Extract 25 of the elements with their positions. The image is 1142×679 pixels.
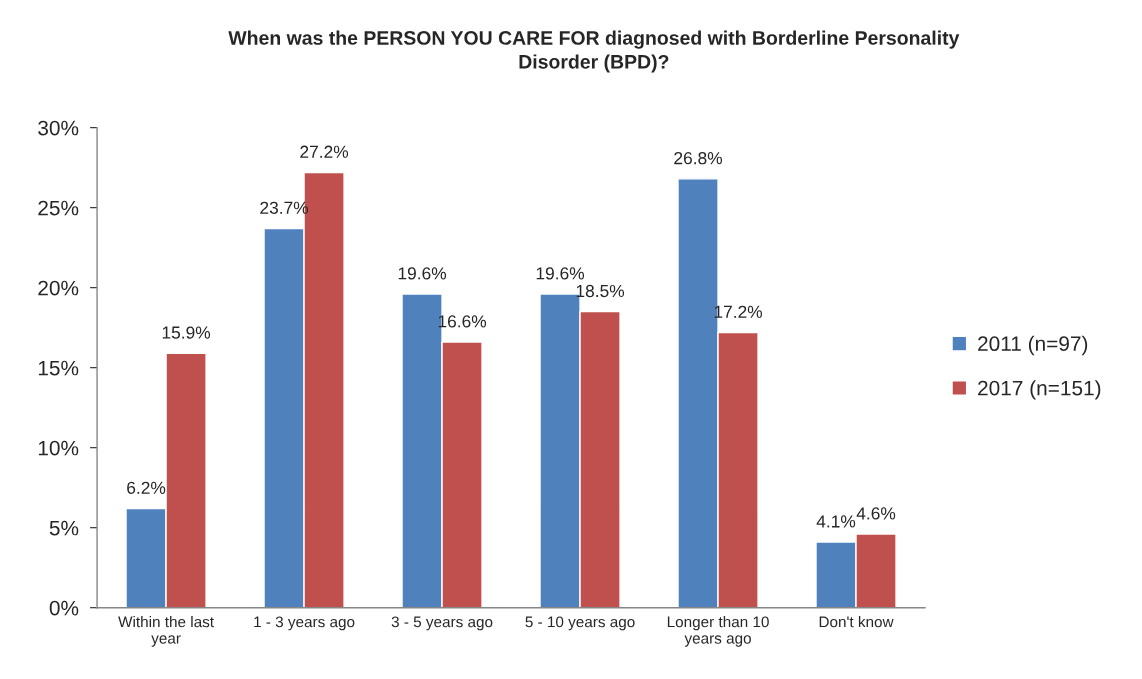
x-tick-label: Longer than 10 years ago (667, 616, 769, 647)
data-label: 19.6% (398, 267, 447, 280)
data-label: 4.6% (856, 507, 896, 520)
y-tick-label: 10% (38, 440, 79, 456)
y-tick-label: 30% (38, 120, 79, 136)
x-tick-label: Don't know (819, 616, 894, 628)
chart-title: When was the PERSON YOU CARE FOR diagnosed with Borderline Personality Disorder (BPD)? (228, 30, 960, 73)
data-label: 19.6% (536, 267, 585, 280)
data-label: 4.1% (816, 515, 856, 528)
y-tick-label: 15% (38, 360, 79, 376)
x-tick-label: Within the last year (118, 616, 214, 647)
y-tick-label: 5% (49, 520, 79, 536)
data-label: 18.5% (576, 284, 625, 298)
x-tick-label: 3 - 5 years ago (391, 616, 493, 631)
y-tick-label: 20% (38, 280, 79, 296)
data-label: 27.2% (300, 145, 349, 158)
x-tick-label: 5 - 10 years ago (525, 616, 635, 631)
legend-label: 2017 (n=151) (978, 380, 1101, 400)
data-label: 15.9% (162, 326, 211, 339)
legend-label: 2011 (n=97) (978, 335, 1088, 356)
x-tick-label: 1 - 3 years ago (254, 616, 355, 631)
y-tick-label: 25% (38, 200, 79, 216)
y-tick-label: 0% (49, 600, 79, 616)
data-label: 6.2% (127, 481, 166, 494)
data-label: 26.8% (674, 152, 723, 165)
